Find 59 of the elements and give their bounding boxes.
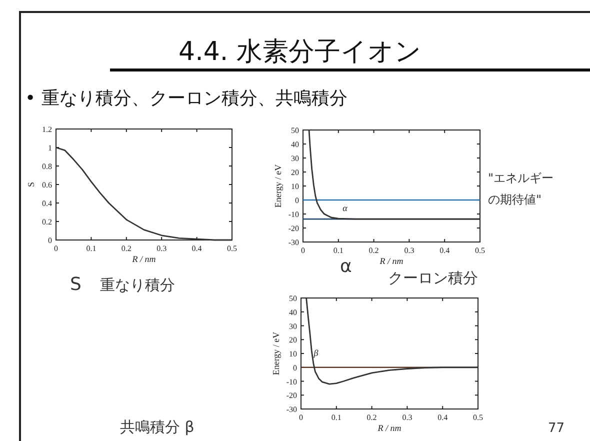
- x-tick-label: 0: [54, 244, 58, 253]
- x-tick-label: 0: [301, 246, 305, 255]
- x-tick-label: 0.3: [156, 244, 167, 253]
- y-tick-label: -20: [286, 391, 297, 400]
- annotation: β: [312, 348, 319, 358]
- text: 4.4. 水素分子イオン: [178, 37, 422, 67]
- y-tick-label: -10: [286, 377, 297, 386]
- y-tick-label: 0.6: [42, 180, 52, 190]
- y-tick-label: 50: [291, 126, 299, 135]
- y-tick-label: 20: [289, 336, 297, 345]
- x-tick-label: 0.2: [121, 244, 132, 253]
- y-tick-label: 0.2: [42, 218, 52, 226]
- chart-subtitle: • 重なり積分、クーロン積分、共鳴積分: [25, 88, 348, 109]
- x-axis-title: R / nm: [376, 423, 402, 433]
- y-tick-label: 30: [291, 154, 299, 163]
- y-tick-label: 0: [48, 236, 52, 245]
- y-axis-title: Energy / eV: [271, 331, 281, 376]
- text: 重なり積分: [100, 276, 175, 294]
- annotation: α: [342, 203, 348, 213]
- y-tick-label: 1: [48, 144, 52, 152]
- y-axis-title: Energy / eV: [273, 164, 283, 208]
- text: α: [340, 256, 352, 277]
- y-tick-label: -30: [288, 238, 299, 247]
- x-axis-title: R / nm: [378, 256, 404, 266]
- y-tick-label: 10: [291, 182, 299, 191]
- x-tick-label: 0.3: [402, 413, 412, 422]
- y-tick-label: -20: [288, 224, 299, 233]
- text: 共鳴積分 β: [120, 418, 194, 436]
- y-tick-label: 30: [289, 322, 297, 331]
- x-tick-label: 0.1: [333, 246, 344, 255]
- x-tick-label: 0.4: [440, 246, 450, 255]
- y-tick-label: 0.4: [42, 199, 52, 208]
- y-tick-label: 1.2: [42, 125, 52, 134]
- x-tick-label: 0.2: [368, 246, 379, 255]
- text: クーロン積分: [388, 269, 478, 287]
- x-tick-label: 0.1: [331, 413, 342, 422]
- x-tick-label: 0.5: [475, 246, 485, 255]
- y-tick-label: 40: [289, 308, 297, 317]
- y-tick-label: 0: [293, 363, 297, 372]
- text: "エネルギーの期待値": [488, 171, 554, 207]
- text: 77: [548, 421, 565, 436]
- text: S: [70, 274, 82, 295]
- x-tick-label: 0.2: [366, 413, 377, 422]
- x-tick-label: 0.4: [192, 244, 202, 253]
- y-tick-label: 0: [295, 196, 299, 205]
- x-tick-label: 0.5: [227, 244, 237, 253]
- x-tick-label: 0.3: [404, 246, 414, 255]
- y-tick-label: 20: [291, 168, 299, 177]
- x-axis-title: R / nm: [131, 254, 156, 264]
- y-tick-label: 0.8: [42, 162, 52, 171]
- y-tick-label: -30: [286, 405, 297, 414]
- y-tick-label: 50: [289, 294, 297, 303]
- x-tick-label: 0.5: [473, 413, 483, 422]
- y-tick-label: -10: [288, 210, 299, 219]
- y-tick-label: 10: [289, 350, 297, 358]
- y-axis-title: S: [26, 182, 36, 188]
- y-tick-label: 40: [291, 140, 299, 149]
- x-tick-label: 0.1: [86, 244, 96, 253]
- x-tick-label: 0.4: [438, 413, 448, 422]
